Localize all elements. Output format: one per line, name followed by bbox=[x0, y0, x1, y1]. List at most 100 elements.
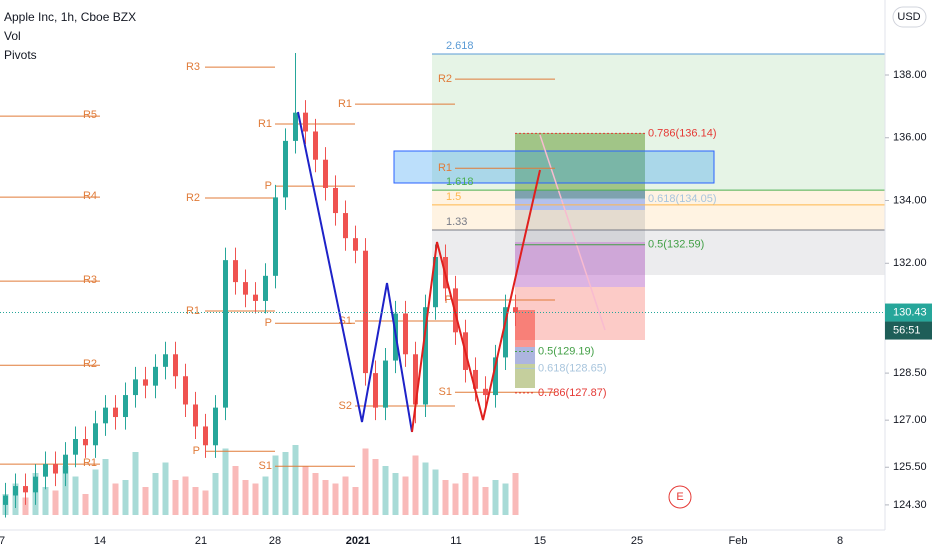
volume-bar bbox=[82, 494, 89, 515]
candle-body bbox=[383, 360, 388, 408]
fib-zone bbox=[515, 364, 535, 388]
candle-body bbox=[503, 307, 508, 358]
candle-body bbox=[433, 256, 438, 308]
x-tick-label: 25 bbox=[631, 535, 643, 547]
volume-bar bbox=[182, 476, 189, 515]
candle-body bbox=[423, 307, 428, 405]
pivot-label: P bbox=[265, 317, 272, 329]
candle-body bbox=[193, 404, 198, 427]
volume-bar bbox=[162, 462, 169, 515]
x-tick-label: 2021 bbox=[346, 535, 370, 547]
candle-body bbox=[363, 250, 368, 374]
volume-bar bbox=[302, 466, 309, 515]
candle-body bbox=[3, 495, 8, 505]
candle-body bbox=[183, 376, 188, 405]
fib-label: 0.786(136.14) bbox=[648, 127, 717, 139]
volume-bar bbox=[92, 469, 99, 515]
volume-bar bbox=[332, 483, 339, 515]
candle-body bbox=[23, 486, 28, 493]
volume-bar bbox=[382, 466, 389, 515]
pivot-label: R2 bbox=[83, 358, 97, 370]
fib-label: 0.786(127.87) bbox=[538, 387, 607, 399]
candle-body bbox=[13, 486, 18, 496]
fib-label: 0.5(129.19) bbox=[538, 345, 594, 357]
volume-bar bbox=[252, 483, 259, 515]
candle-body bbox=[113, 407, 118, 418]
x-tick-label: 8 bbox=[837, 535, 843, 547]
candle-body bbox=[93, 423, 98, 446]
pivot-label: R3 bbox=[83, 274, 97, 286]
x-tick-label: 21 bbox=[195, 535, 207, 547]
fib-label: 1.5 bbox=[446, 191, 461, 203]
volume-bar bbox=[352, 487, 359, 515]
candle-body bbox=[163, 354, 168, 367]
volume-bar bbox=[112, 483, 119, 515]
fib-zone bbox=[432, 54, 885, 190]
x-tick-label: 7 bbox=[0, 535, 5, 547]
volume-bar bbox=[172, 480, 179, 515]
pivot-label: R1 bbox=[186, 305, 200, 317]
candle-body bbox=[203, 426, 208, 446]
candle-body bbox=[43, 464, 48, 477]
volume-bar bbox=[152, 473, 159, 515]
candle-body bbox=[153, 366, 158, 386]
currency-button[interactable] bbox=[892, 6, 927, 28]
volume-bar bbox=[472, 476, 479, 515]
zigzag-red bbox=[411, 169, 541, 433]
volume-bar bbox=[492, 480, 499, 515]
zigzag-blue bbox=[297, 111, 413, 433]
trend-line bbox=[539, 134, 606, 331]
symbol-title: Apple Inc, 1h, Cboe BZX bbox=[4, 10, 136, 24]
candle-body bbox=[403, 313, 408, 355]
earnings-marker[interactable] bbox=[668, 485, 692, 509]
volume-bar bbox=[372, 459, 379, 515]
candle-body bbox=[73, 438, 78, 455]
pivot-label: P bbox=[445, 294, 452, 306]
candle-body bbox=[103, 407, 108, 424]
candle-body bbox=[173, 354, 178, 377]
volume-bar bbox=[102, 459, 109, 515]
candle-body bbox=[63, 454, 68, 474]
candle-body bbox=[413, 354, 418, 405]
candle-body bbox=[513, 307, 518, 313]
pivot-label: R1 bbox=[258, 118, 272, 130]
y-tick-label: 127.00 bbox=[893, 414, 927, 426]
candle-body bbox=[473, 369, 478, 389]
pivot-label: R3 bbox=[186, 61, 200, 73]
fib-label: 1.33 bbox=[446, 216, 467, 228]
candle-body bbox=[483, 388, 488, 396]
pivot-label: R1 bbox=[438, 162, 452, 174]
volume-bar bbox=[452, 483, 459, 515]
fib-label: 0.5(132.59) bbox=[648, 239, 704, 251]
candle-body bbox=[303, 112, 308, 132]
volume-bar bbox=[422, 462, 429, 515]
y-tick-label: 124.30 bbox=[893, 499, 927, 511]
earnings-label[interactable]: E bbox=[676, 491, 683, 503]
currency[interactable]: USD bbox=[897, 11, 920, 23]
candle-body bbox=[133, 379, 138, 396]
pivot-label: P bbox=[193, 445, 200, 457]
candle-body bbox=[283, 140, 288, 198]
candle-body bbox=[373, 373, 378, 408]
volume-bar bbox=[52, 490, 59, 515]
volume-bar bbox=[462, 473, 469, 515]
last-price-label: 130.43 bbox=[893, 306, 927, 318]
candle-body bbox=[493, 357, 498, 396]
volume-bar bbox=[402, 476, 409, 515]
volume-bar bbox=[282, 452, 289, 515]
volume-bar bbox=[502, 483, 509, 515]
pivot-label: R2 bbox=[186, 192, 200, 204]
candle-body bbox=[273, 197, 278, 276]
fib-label: 0.618(134.05) bbox=[648, 193, 717, 205]
fib-label: 2.618 bbox=[446, 40, 474, 52]
volume-bar bbox=[322, 480, 329, 515]
candle-body bbox=[263, 275, 268, 301]
volume-bar bbox=[212, 473, 219, 515]
candle-body bbox=[333, 187, 338, 214]
volume-bar bbox=[222, 448, 229, 515]
pivot-label: S1 bbox=[439, 386, 452, 398]
candle-body bbox=[33, 476, 38, 493]
volume-bar bbox=[272, 455, 279, 515]
volume-bar bbox=[342, 476, 349, 515]
